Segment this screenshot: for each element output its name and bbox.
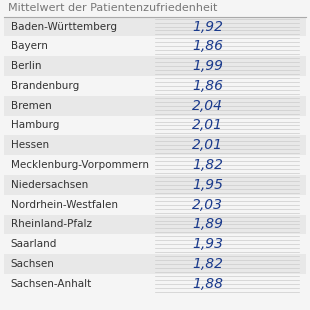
Text: 1,82: 1,82: [192, 158, 223, 172]
Bar: [4, 215, 306, 234]
Text: Hessen: Hessen: [11, 140, 49, 150]
Text: Baden-Württemberg: Baden-Württemberg: [11, 21, 117, 32]
Text: 1,93: 1,93: [192, 237, 223, 251]
Text: 1,82: 1,82: [192, 257, 223, 271]
Text: 2,01: 2,01: [192, 118, 223, 132]
Text: Berlin: Berlin: [11, 61, 41, 71]
Text: 1,92: 1,92: [192, 20, 223, 33]
Bar: [4, 254, 306, 274]
Text: Niedersachsen: Niedersachsen: [11, 180, 88, 190]
Text: 2,01: 2,01: [192, 138, 223, 152]
Text: 1,89: 1,89: [192, 218, 223, 232]
Text: 1,86: 1,86: [192, 39, 223, 53]
Bar: [4, 17, 306, 36]
Text: Rheinland-Pfalz: Rheinland-Pfalz: [11, 219, 92, 229]
Text: Bremen: Bremen: [11, 101, 51, 111]
Text: Sachsen: Sachsen: [11, 259, 55, 269]
Bar: [4, 56, 306, 76]
Text: 2,04: 2,04: [192, 99, 223, 113]
Text: Mittelwert der Patientenzufriedenheit: Mittelwert der Patientenzufriedenheit: [7, 3, 217, 13]
Bar: [4, 135, 306, 155]
Bar: [4, 116, 306, 135]
Bar: [4, 175, 306, 195]
Text: Hamburg: Hamburg: [11, 121, 59, 131]
Text: Mecklenburg-Vorpommern: Mecklenburg-Vorpommern: [11, 160, 148, 170]
Text: 2,03: 2,03: [192, 198, 223, 212]
Text: Nordrhein-Westfalen: Nordrhein-Westfalen: [11, 200, 117, 210]
Bar: [4, 195, 306, 215]
Text: 1,86: 1,86: [192, 79, 223, 93]
Text: 1,99: 1,99: [192, 59, 223, 73]
Bar: [4, 234, 306, 254]
Bar: [4, 76, 306, 96]
Bar: [4, 274, 306, 294]
Bar: [4, 96, 306, 116]
Text: 1,88: 1,88: [192, 277, 223, 291]
Text: Sachsen-Anhalt: Sachsen-Anhalt: [11, 279, 92, 289]
Text: Saarland: Saarland: [11, 239, 57, 249]
Text: Brandenburg: Brandenburg: [11, 81, 79, 91]
Bar: [4, 36, 306, 56]
Text: 1,95: 1,95: [192, 178, 223, 192]
Bar: [4, 155, 306, 175]
Text: Bayern: Bayern: [11, 41, 47, 51]
